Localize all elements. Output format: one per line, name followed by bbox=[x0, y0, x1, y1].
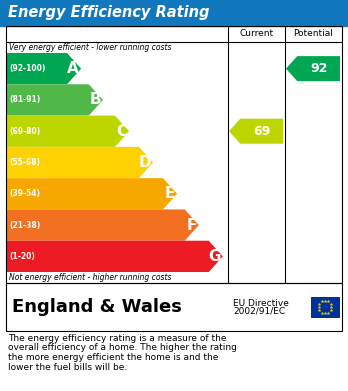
Text: F: F bbox=[187, 217, 197, 233]
Text: The energy efficiency rating is a measure of the: The energy efficiency rating is a measur… bbox=[8, 334, 227, 343]
Text: D: D bbox=[139, 155, 151, 170]
Text: (81-91): (81-91) bbox=[9, 95, 40, 104]
Polygon shape bbox=[6, 147, 153, 178]
Text: EU Directive: EU Directive bbox=[233, 298, 289, 307]
Polygon shape bbox=[6, 53, 81, 84]
Bar bbox=[311, 297, 339, 317]
Polygon shape bbox=[6, 241, 223, 272]
Text: 69: 69 bbox=[253, 125, 270, 138]
Text: E: E bbox=[165, 186, 175, 201]
Text: Not energy efficient - higher running costs: Not energy efficient - higher running co… bbox=[9, 273, 172, 282]
Text: Very energy efficient - lower running costs: Very energy efficient - lower running co… bbox=[9, 43, 172, 52]
Bar bbox=[0, 0, 348, 26]
Text: (92-100): (92-100) bbox=[9, 64, 45, 73]
Text: Potential: Potential bbox=[294, 29, 333, 38]
Text: the more energy efficient the home is and the: the more energy efficient the home is an… bbox=[8, 353, 219, 362]
Text: (21-38): (21-38) bbox=[9, 221, 40, 230]
Polygon shape bbox=[286, 56, 340, 81]
Polygon shape bbox=[6, 116, 129, 147]
Text: C: C bbox=[116, 124, 127, 139]
Polygon shape bbox=[229, 119, 283, 144]
Polygon shape bbox=[6, 210, 199, 241]
Polygon shape bbox=[6, 84, 103, 116]
Text: (55-68): (55-68) bbox=[9, 158, 40, 167]
Text: B: B bbox=[89, 92, 101, 108]
Text: Current: Current bbox=[239, 29, 274, 38]
Text: (69-80): (69-80) bbox=[9, 127, 40, 136]
Text: 2002/91/EC: 2002/91/EC bbox=[233, 307, 285, 316]
Text: A: A bbox=[68, 61, 79, 76]
Bar bbox=[6, 26, 342, 283]
Text: (39-54): (39-54) bbox=[9, 189, 40, 198]
Bar bbox=[6, 283, 342, 331]
Text: overall efficiency of a home. The higher the rating: overall efficiency of a home. The higher… bbox=[8, 344, 237, 353]
Text: Energy Efficiency Rating: Energy Efficiency Rating bbox=[8, 5, 209, 20]
Text: G: G bbox=[208, 249, 221, 264]
Text: (1-20): (1-20) bbox=[9, 252, 35, 261]
Polygon shape bbox=[6, 178, 177, 210]
Text: lower the fuel bills will be.: lower the fuel bills will be. bbox=[8, 362, 127, 371]
Text: 92: 92 bbox=[310, 62, 327, 75]
Text: England & Wales: England & Wales bbox=[12, 298, 182, 316]
